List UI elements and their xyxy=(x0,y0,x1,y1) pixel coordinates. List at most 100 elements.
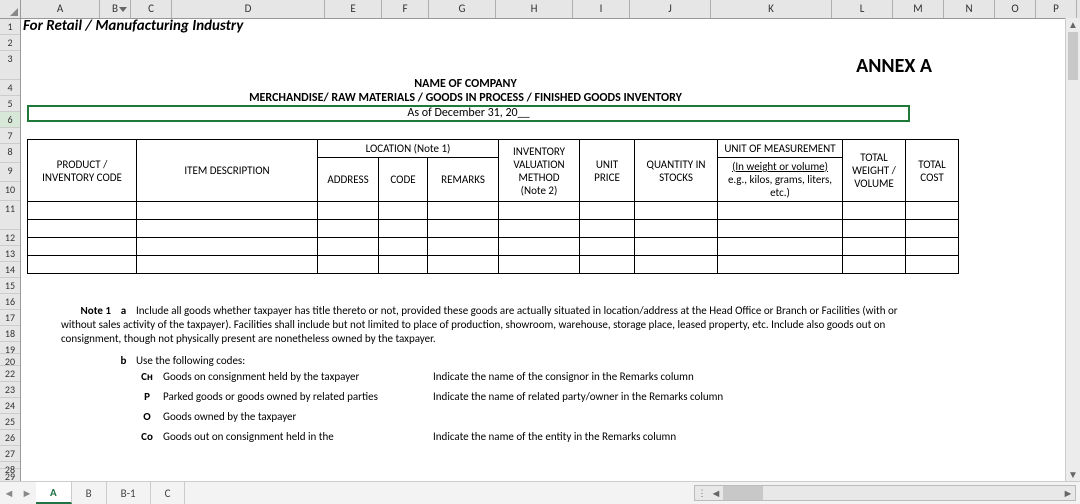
code-symbol: O xyxy=(131,410,163,424)
code-symbol: Cо xyxy=(131,430,163,444)
scroll-down-icon[interactable]: ▼ xyxy=(1066,468,1080,482)
code-row: CоGoods out on consignment held in theIn… xyxy=(61,430,930,444)
column-header-N[interactable]: N xyxy=(944,0,995,18)
code-indicate xyxy=(433,410,930,424)
row-number-10[interactable]: 10 xyxy=(0,182,20,201)
sheet-title: For Retail / Manufacturing Industry xyxy=(21,19,1080,34)
col-inv-method: INVENTORY VALUATION METHOD (Note 2) xyxy=(499,140,580,202)
column-header-H[interactable]: H xyxy=(496,0,573,18)
col-total-wv: TOTAL WEIGHT / VOLUME xyxy=(843,140,906,202)
row-number-19[interactable]: 19 xyxy=(0,342,20,354)
row-number-16[interactable]: 16 xyxy=(0,294,20,310)
column-header-L[interactable]: L xyxy=(832,0,893,18)
inventory-header-table: PRODUCT / INVENTORY CODE ITEM DESCRIPTIO… xyxy=(27,139,959,274)
sheet-tab-C[interactable]: C xyxy=(151,482,186,504)
row-number-2[interactable]: 2 xyxy=(0,35,20,51)
row-number-3[interactable]: 3 xyxy=(0,51,20,80)
row-number-22[interactable]: 22 xyxy=(0,366,20,382)
vertical-scrollbar[interactable]: ▲ ▼ xyxy=(1065,18,1080,482)
scroll-right-icon[interactable]: ► xyxy=(1061,487,1075,500)
sheet-tab-bar: ◄ ► ABB-1C ⋮ ◄ ► xyxy=(0,481,1080,504)
column-header-E[interactable]: E xyxy=(325,0,382,18)
hscroll-grip-icon[interactable]: ⋮ xyxy=(695,488,709,499)
column-header-B-dropdown[interactable]: B xyxy=(100,0,131,18)
code-row: CнGoods on consignment held by the taxpa… xyxy=(61,370,930,384)
row-number-28[interactable]: 28 xyxy=(0,462,20,469)
hscroll-thumb[interactable] xyxy=(723,486,763,500)
worksheet-cells[interactable]: For Retail / Manufacturing Industry ANNE… xyxy=(21,19,1080,483)
row-number-14[interactable]: 14 xyxy=(0,262,20,278)
select-all-corner[interactable] xyxy=(0,0,21,19)
row-number-13[interactable]: 13 xyxy=(0,246,20,262)
row-number-27[interactable]: 27 xyxy=(0,446,20,462)
col-item-desc: ITEM DESCRIPTION xyxy=(137,140,318,202)
note1-sub-a: a xyxy=(114,304,134,318)
row-number-26[interactable]: 26 xyxy=(0,430,20,446)
col-uom-group: UNIT OF MEASUREMENT xyxy=(718,140,843,158)
row-number-7[interactable]: 7 xyxy=(0,128,20,144)
row-number-24[interactable]: 24 xyxy=(0,398,20,414)
use-codes-text: Use the following codes: xyxy=(136,354,245,367)
code-symbol: P xyxy=(131,390,163,404)
note1-text: Include all goods whether taxpayer has t… xyxy=(61,304,898,345)
row-number-23[interactable]: 23 xyxy=(0,382,20,398)
row-number-8[interactable]: 8 xyxy=(0,144,20,163)
row-number-9[interactable]: 9 xyxy=(0,163,20,182)
grid-body: 1234567891011121314151617181920222324252… xyxy=(0,19,1080,483)
scroll-left-icon[interactable]: ◄ xyxy=(709,487,723,500)
code-desc: Goods owned by the taxpayer xyxy=(163,410,433,424)
column-header-O[interactable]: O xyxy=(995,0,1036,18)
as-of-date-cell[interactable]: As of December 31, 20__ xyxy=(27,105,910,122)
col-location-group: LOCATION (Note 1) xyxy=(318,140,499,158)
sheet-tab-A[interactable]: A xyxy=(36,482,72,504)
tab-nav-next-icon[interactable]: ► xyxy=(18,482,36,504)
notes-section: Note 1 a Include all goods whether taxpa… xyxy=(61,304,930,444)
row-number-12[interactable]: 12 xyxy=(0,230,20,246)
col-qty: QUANTITY IN STOCKS xyxy=(635,140,718,202)
code-symbol: Cн xyxy=(131,370,163,384)
code-desc: Goods out on consignment held in the xyxy=(163,430,433,444)
column-header-I[interactable]: I xyxy=(573,0,630,18)
code-indicate: Indicate the name of the entity in the R… xyxy=(433,430,930,444)
row-number-6[interactable]: 6 xyxy=(0,112,20,128)
company-name-heading: NAME OF COMPANY xyxy=(21,77,910,91)
code-desc: Goods on consignment held by the taxpaye… xyxy=(163,370,433,384)
row-number-20[interactable]: 20 xyxy=(0,354,20,366)
column-header-K[interactable]: K xyxy=(711,0,832,18)
horizontal-scrollbar[interactable]: ⋮ ◄ ► xyxy=(694,485,1076,501)
inventory-subtitle: MERCHANDISE/ RAW MATERIALS / GOODS IN PR… xyxy=(21,91,910,105)
column-header-F[interactable]: F xyxy=(382,0,429,18)
tab-nav-prev-icon[interactable]: ◄ xyxy=(0,482,18,504)
row-number-1[interactable]: 1 xyxy=(0,19,20,35)
sheet-tab-B-1[interactable]: B-1 xyxy=(107,482,151,504)
note1-label: Note 1 xyxy=(61,304,111,318)
col-address: ADDRESS xyxy=(318,158,379,202)
row-number-18[interactable]: 18 xyxy=(0,326,20,342)
code-row: PParked goods or goods owned by related … xyxy=(61,390,930,404)
row-number-5[interactable]: 5 xyxy=(0,96,20,112)
vscroll-thumb[interactable] xyxy=(1068,32,1078,80)
column-header-A[interactable]: A xyxy=(21,0,100,18)
row-number-25[interactable]: 25 xyxy=(0,414,20,430)
code-row: OGoods owned by the taxpayer xyxy=(61,410,930,424)
row-number-17[interactable]: 17 xyxy=(0,310,20,326)
row-numbers: 1234567891011121314151617181920222324252… xyxy=(0,19,21,483)
row-number-11[interactable]: 11 xyxy=(0,201,20,230)
column-header-J[interactable]: J xyxy=(630,0,711,18)
col-total-cost: TOTAL COST xyxy=(906,140,959,202)
column-header-D[interactable]: D xyxy=(172,0,325,18)
col-uom-sub: (In weight or volume) e.g., kilos, grams… xyxy=(718,158,843,202)
column-header-P[interactable]: P xyxy=(1036,0,1077,18)
column-header-G[interactable]: G xyxy=(429,0,496,18)
sheet-tab-B[interactable]: B xyxy=(72,482,107,504)
col-remarks: REMARKS xyxy=(428,158,499,202)
row-number-4[interactable]: 4 xyxy=(0,80,20,96)
column-headers: ABCDEFGHIJKLMNOPQ xyxy=(0,0,1080,19)
column-header-C[interactable]: C xyxy=(131,0,172,18)
col-code: CODE xyxy=(379,158,428,202)
code-indicate: Indicate the name of the consignor in th… xyxy=(433,370,930,384)
col-product: PRODUCT / INVENTORY CODE xyxy=(28,140,137,202)
column-header-M[interactable]: M xyxy=(893,0,944,18)
scroll-up-icon[interactable]: ▲ xyxy=(1066,18,1080,32)
row-number-15[interactable]: 15 xyxy=(0,278,20,294)
